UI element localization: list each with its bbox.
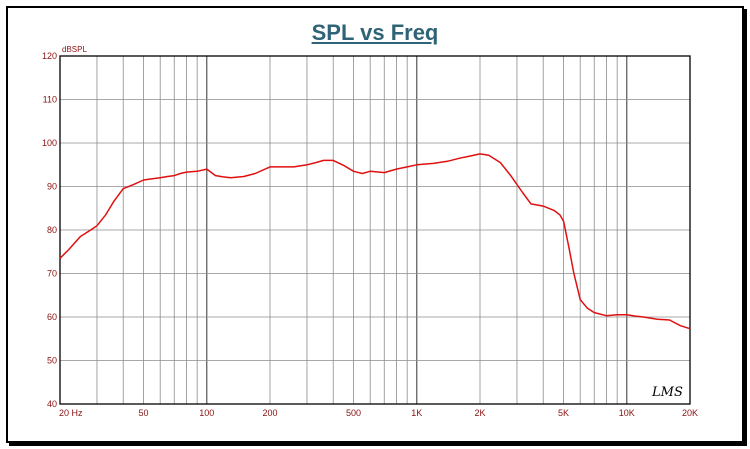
series-lines bbox=[59, 153, 691, 330]
x-tick-label: 200 bbox=[262, 408, 277, 418]
y-tick-label: 90 bbox=[47, 182, 57, 192]
y-tick-label: 40 bbox=[47, 399, 57, 409]
chart-title: SPL vs Freq bbox=[311, 20, 439, 45]
y-tick-label: 60 bbox=[47, 312, 57, 322]
y-tick-label: 70 bbox=[47, 269, 57, 279]
x-tick-label: 5K bbox=[558, 408, 569, 418]
y-tick-label: 50 bbox=[47, 356, 57, 366]
axes: 40 50 60 70 80 90 100 110 120 20 Hz 50 100 200 500 1K 2… bbox=[42, 51, 698, 418]
grid bbox=[59, 55, 691, 405]
y-tick-label: 120 bbox=[42, 51, 57, 61]
x-tick-label: 100 bbox=[199, 408, 214, 418]
y-tick-label: 80 bbox=[47, 225, 57, 235]
x-tick-label: 50 bbox=[139, 408, 149, 418]
y-axis-label: dBSPL bbox=[62, 45, 87, 54]
x-tick-label: 20 Hz bbox=[59, 408, 83, 418]
x-tick-label: 2K bbox=[474, 408, 485, 418]
y-tick-label: 100 bbox=[42, 138, 57, 148]
spl-curve bbox=[59, 153, 691, 330]
x-tick-label: 20K bbox=[682, 408, 698, 418]
plot-border bbox=[59, 55, 691, 405]
y-tick-label: 110 bbox=[43, 95, 57, 105]
x-tick-label: 1K bbox=[411, 408, 422, 418]
x-tick-label: 500 bbox=[346, 408, 361, 418]
x-tick-label: 10K bbox=[619, 408, 635, 418]
chart-frame bbox=[6, 6, 744, 443]
lms-logo: LMS bbox=[651, 385, 683, 400]
